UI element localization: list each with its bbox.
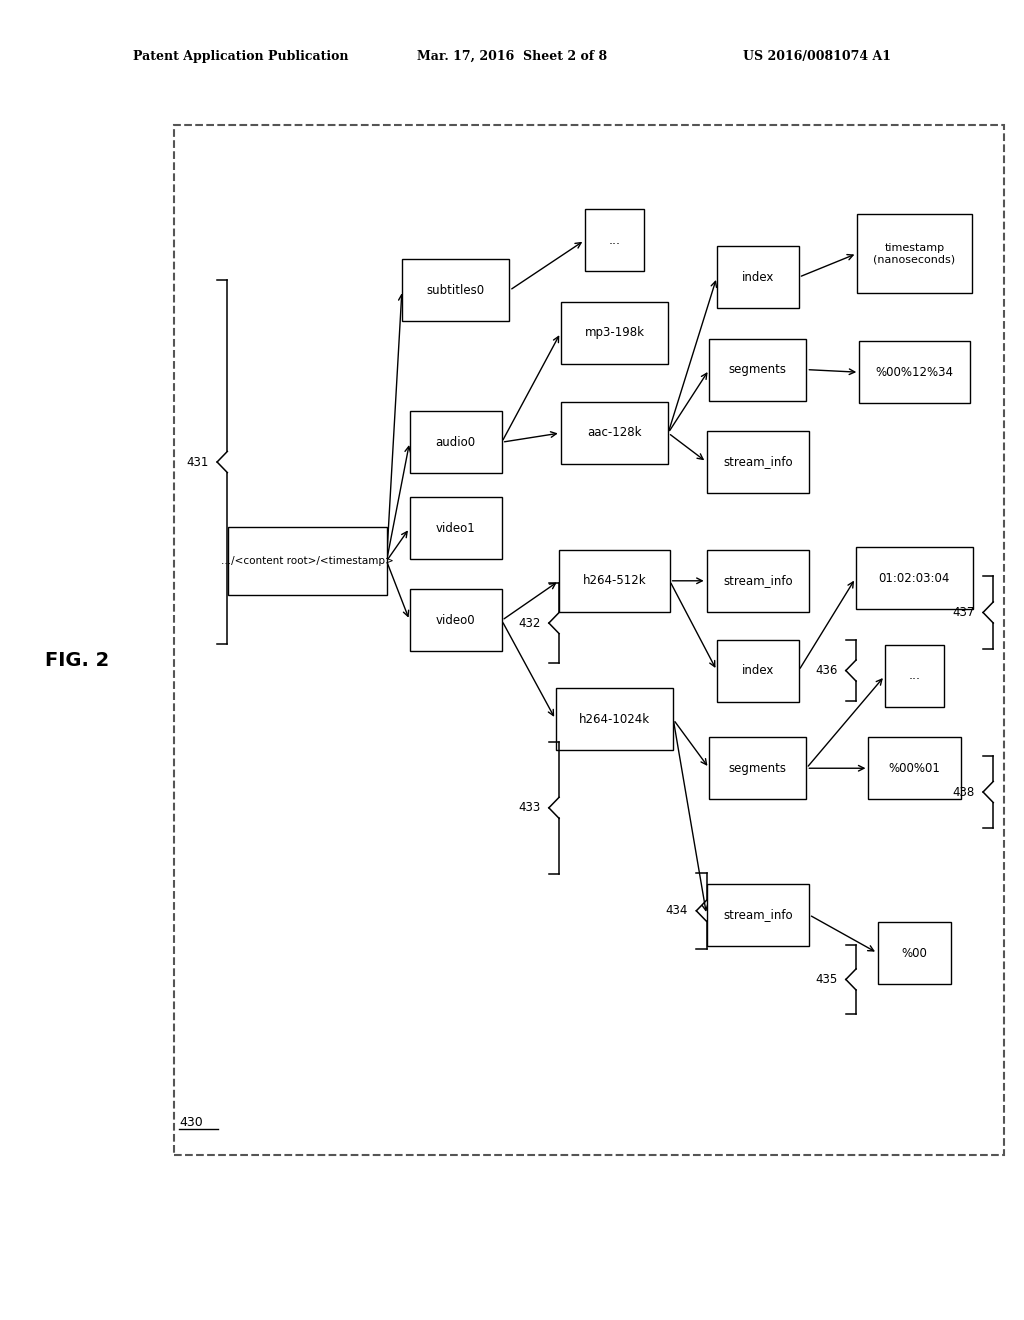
- Bar: [410, 496, 502, 560]
- Text: FIG. 2: FIG. 2: [45, 651, 109, 669]
- Bar: [878, 921, 951, 985]
- Bar: [868, 738, 961, 800]
- Text: audio0: audio0: [435, 436, 476, 449]
- Text: mp3-198k: mp3-198k: [585, 326, 644, 339]
- Text: ...: ...: [908, 669, 921, 682]
- Text: video0: video0: [436, 614, 475, 627]
- Bar: [857, 214, 972, 293]
- Text: aac-128k: aac-128k: [587, 426, 642, 440]
- Text: timestamp
(nanoseconds): timestamp (nanoseconds): [873, 243, 955, 264]
- Text: %00%01: %00%01: [889, 762, 940, 775]
- Text: segments: segments: [729, 363, 786, 376]
- Text: 438: 438: [952, 785, 975, 799]
- Bar: [707, 430, 809, 492]
- Bar: [707, 549, 809, 611]
- Text: .../<content root>/<timestamp>: .../<content root>/<timestamp>: [221, 556, 393, 566]
- Text: 436: 436: [815, 664, 838, 677]
- Bar: [555, 689, 674, 750]
- Text: Mar. 17, 2016  Sheet 2 of 8: Mar. 17, 2016 Sheet 2 of 8: [417, 50, 607, 63]
- Text: segments: segments: [729, 762, 786, 775]
- Text: 431: 431: [186, 455, 209, 469]
- Bar: [561, 301, 668, 363]
- Bar: [559, 549, 670, 611]
- Text: stream_info: stream_info: [723, 574, 793, 587]
- Text: stream_info: stream_info: [723, 455, 793, 469]
- Text: 433: 433: [518, 801, 541, 814]
- Text: US 2016/0081074 A1: US 2016/0081074 A1: [742, 50, 891, 63]
- Text: h264-512k: h264-512k: [583, 574, 646, 587]
- Text: stream_info: stream_info: [723, 908, 793, 921]
- Bar: [410, 411, 502, 473]
- Text: %00%12%34: %00%12%34: [876, 366, 953, 379]
- Bar: [227, 527, 386, 595]
- Text: 437: 437: [952, 606, 975, 619]
- Bar: [585, 209, 644, 272]
- Bar: [174, 125, 1004, 1155]
- Text: 435: 435: [815, 973, 838, 986]
- Text: 432: 432: [518, 616, 541, 630]
- Bar: [561, 401, 668, 463]
- Bar: [885, 645, 944, 708]
- Text: index: index: [741, 271, 774, 284]
- Text: index: index: [741, 664, 774, 677]
- Bar: [856, 546, 973, 609]
- Bar: [410, 589, 502, 651]
- Text: 430: 430: [179, 1115, 203, 1129]
- Bar: [707, 884, 809, 945]
- Text: video1: video1: [436, 521, 475, 535]
- Bar: [401, 259, 510, 321]
- Text: Patent Application Publication: Patent Application Publication: [133, 50, 348, 63]
- Text: h264-1024k: h264-1024k: [579, 713, 650, 726]
- Bar: [717, 640, 799, 702]
- Text: subtitles0: subtitles0: [427, 284, 484, 297]
- Text: 434: 434: [666, 904, 688, 917]
- Text: ...: ...: [608, 234, 621, 247]
- Text: %00: %00: [901, 946, 928, 960]
- Bar: [717, 246, 799, 308]
- Text: 01:02:03:04: 01:02:03:04: [879, 572, 950, 585]
- Bar: [709, 338, 807, 401]
- Bar: [859, 341, 970, 404]
- Bar: [709, 738, 807, 800]
